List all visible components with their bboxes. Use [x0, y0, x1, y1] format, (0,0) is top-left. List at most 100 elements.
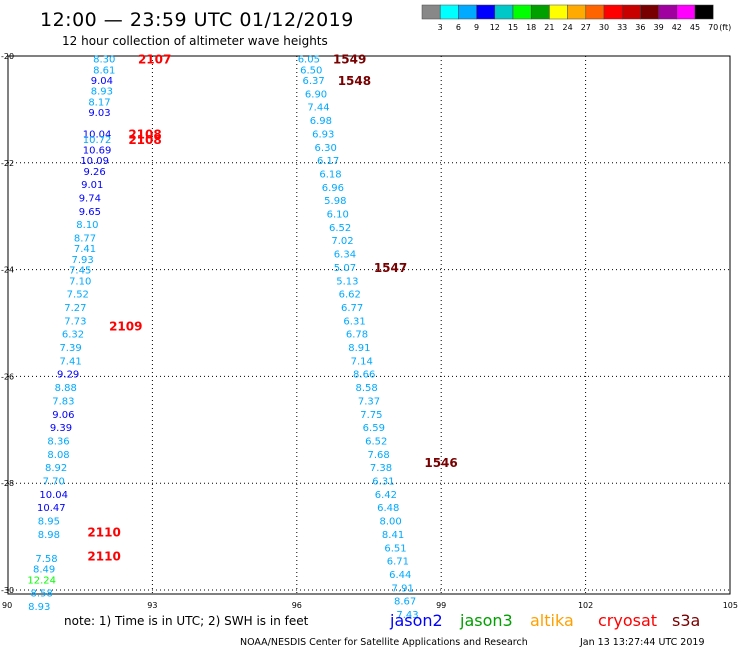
legend-label: 18 [526, 23, 536, 32]
wave-height-value: 9.04 [91, 76, 113, 87]
wave-height-value: 9.26 [84, 167, 106, 178]
legend-swatch [530, 4, 550, 20]
wave-height-value: 7.83 [52, 396, 74, 407]
wave-height-value: 6.59 [363, 423, 385, 434]
legend-label: 42 [672, 23, 682, 32]
wave-height-value: 7.41 [59, 356, 81, 367]
legend-swatch [439, 4, 459, 20]
wave-height-value: 7.14 [351, 356, 373, 367]
wave-height-value: 7.38 [370, 463, 392, 474]
wave-height-value: 6.37 [303, 76, 325, 87]
legend-label: 9 [474, 23, 479, 32]
wave-height-value: 8.36 [47, 436, 69, 447]
wave-height-value: 10.04 [83, 129, 112, 140]
wave-height-value: 9.29 [57, 370, 79, 381]
wave-height-value: 8.49 [33, 565, 55, 576]
lon-tick-label: 96 [292, 601, 302, 610]
wave-height-value: 8.17 [88, 97, 110, 108]
wave-height-value: 7.58 [35, 554, 57, 565]
wave-height-value: 7.52 [67, 290, 89, 301]
wave-height-value: 10.09 [80, 156, 109, 167]
wave-height-value: 6.51 [384, 543, 406, 554]
lon-tick-label: 99 [436, 601, 446, 610]
wave-height-value: 8.61 [93, 65, 115, 76]
wave-height-value: 12.24 [27, 575, 56, 586]
legend-label: 24 [563, 23, 573, 32]
lat-tick-label: -28 [1, 479, 14, 488]
pass-number-label: 1548 [338, 74, 371, 88]
footer: note: 1) Time is in UTC; 2) SWH is in fe… [64, 611, 705, 648]
wave-height-value: 7.39 [59, 343, 81, 354]
wave-height-value: 7.73 [64, 316, 86, 327]
wave-height-value: 7.02 [331, 236, 353, 247]
pass-number-label: 2107 [138, 53, 171, 67]
wave-height-value: 7.93 [71, 255, 93, 266]
legend-unit: (ft) [719, 23, 731, 32]
wave-height-value: 8.93 [28, 602, 50, 613]
legend-label: 15 [508, 23, 518, 32]
wave-height-value: 7.75 [360, 410, 382, 421]
wave-height-value: 10.72 [83, 135, 112, 146]
wave-height-value: 6.71 [387, 557, 409, 568]
map-subtitle: 12 hour collection of altimeter wave hei… [62, 34, 328, 48]
legend-swatch [640, 4, 659, 20]
legend-swatch [694, 4, 714, 20]
legend-label: 70 [708, 23, 718, 32]
wave-height-value: 8.67 [394, 597, 416, 608]
wave-height-value: 8.98 [38, 530, 60, 541]
wave-height-value: 6.77 [341, 303, 363, 314]
wave-height-value: 6.98 [310, 116, 332, 127]
wave-height-value: 6.17 [317, 156, 339, 167]
wave-height-value: 6.90 [305, 89, 327, 100]
wave-height-value: 6.44 [389, 570, 411, 581]
wave-height-value: 6.93 [312, 129, 334, 140]
wave-height-value: 9.06 [52, 410, 74, 421]
credit-text: NOAA/NESDIS Center for Satellite Applica… [240, 637, 528, 648]
wave-height-value: 8.41 [382, 530, 404, 541]
wave-height-value: 9.74 [79, 194, 101, 205]
wave-height-value: 8.00 [380, 517, 402, 528]
wave-height-value: 7.41 [74, 244, 96, 255]
legend-label: 3 [438, 23, 443, 32]
mission-label-jason2: jason2 [389, 611, 443, 630]
axis-ticks: -20 -22 -24 -26 -28 -30 90 93 96 99 102 105 [1, 52, 738, 610]
legend-swatch [549, 4, 568, 20]
pass-number-label: 1547 [374, 261, 407, 275]
wave-height-value: 6.50 [300, 65, 322, 76]
wave-height-value: 9.65 [79, 207, 101, 218]
lat-tick-label: -22 [1, 159, 14, 168]
legend-label: 21 [544, 23, 554, 32]
wave-height-value: 8.10 [76, 220, 98, 231]
wave-height-value: 6.05 [298, 55, 320, 66]
pass-number-label: 1546 [424, 456, 457, 470]
wave-height-value: 7.70 [43, 477, 65, 488]
pass-number-label: 2108 [128, 127, 161, 141]
wave-height-value: 7.44 [307, 103, 329, 114]
legend-swatch [585, 4, 605, 20]
wave-height-value: 6.78 [346, 330, 368, 341]
legend-swatch [658, 4, 678, 20]
wave-height-value: 9.01 [81, 180, 103, 191]
wave-height-value: 10.04 [39, 490, 68, 501]
legend-swatch [621, 4, 641, 20]
wave-height-value: 6.18 [319, 169, 341, 180]
lat-tick-label: -20 [1, 52, 14, 61]
wave-height-value: 7.43 [396, 610, 418, 621]
mission-label-altika: altika [530, 611, 574, 630]
legend-swatch [567, 4, 587, 20]
wave-height-value: 6.48 [377, 503, 399, 514]
legend-swatch [458, 4, 477, 20]
wave-height-value: 5.98 [324, 196, 346, 207]
lon-tick-label: 90 [2, 601, 12, 610]
wave-height-value: 7.10 [69, 276, 91, 287]
legend-label: 45 [690, 23, 700, 32]
pass-number-label: 2110 [87, 525, 120, 539]
lon-tick-label: 93 [147, 601, 157, 610]
legend-swatch [494, 4, 514, 20]
pass-number-label: 2108 [128, 133, 161, 147]
wave-height-value: 8.91 [348, 343, 370, 354]
